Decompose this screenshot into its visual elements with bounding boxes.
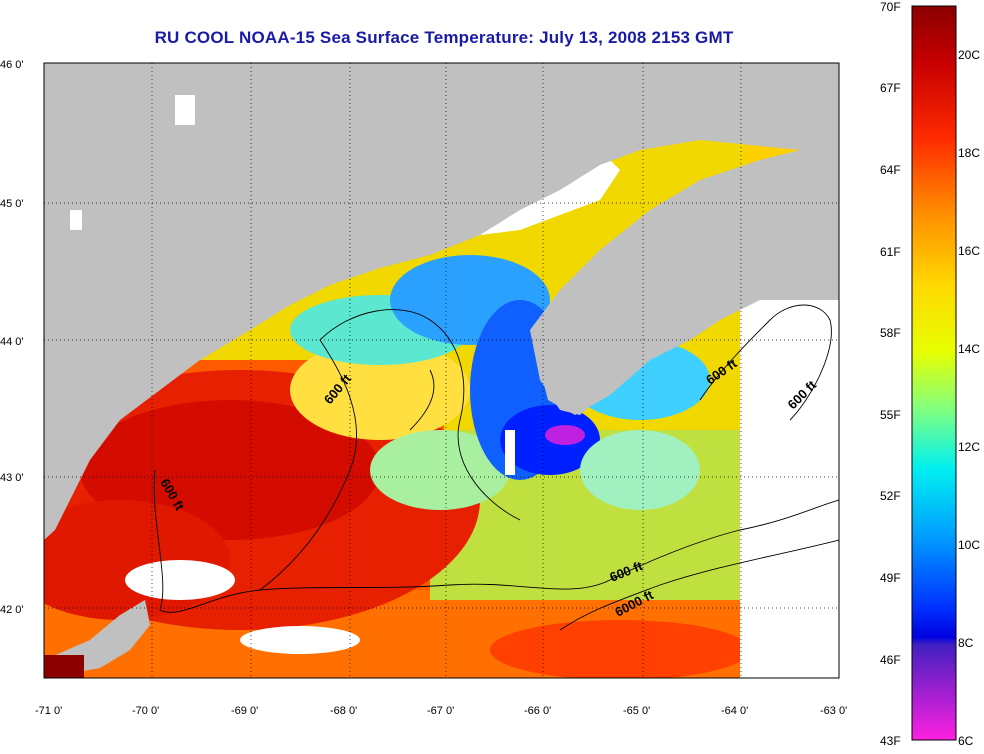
colorbar-c-label: 12C	[958, 440, 980, 454]
colorbar-f-label: 61F	[880, 245, 901, 259]
colorbar-f-label: 52F	[880, 489, 901, 503]
colorbar-f-label: 43F	[880, 734, 901, 748]
colorbar-f-label: 55F	[880, 408, 901, 422]
x-tick-label: -68 0'	[330, 705, 357, 717]
land-mass	[44, 63, 839, 540]
colorbar-c-label: 18C	[958, 146, 980, 160]
colorbar-f-label: 64F	[880, 163, 901, 177]
colorbar-c-label: 8C	[958, 636, 974, 650]
y-tick-label: 43 0'	[0, 472, 24, 484]
x-tick-label: -64 0'	[721, 705, 748, 717]
y-tick-label: 42 0'	[0, 604, 24, 616]
y-axis: 46 0' 45 0' 44 0' 43 0' 42 0'	[0, 59, 24, 616]
colorbar: 70F 67F 64F 61F 58F 55F 52F 49F 46F 43F …	[880, 0, 980, 748]
sst-field	[44, 63, 839, 678]
x-tick-label: -63 0'	[820, 705, 847, 717]
colorbar-c-label: 6C	[958, 734, 974, 748]
colorbar-f-label: 67F	[880, 81, 901, 95]
y-tick-label: 46 0'	[0, 59, 24, 71]
x-tick-label: -71 0'	[35, 705, 62, 717]
colorbar-f-label: 49F	[880, 571, 901, 585]
colorbar-c-label: 14C	[958, 342, 980, 356]
colorbar-f-label: 58F	[880, 326, 901, 340]
colorbar-c-label: 20C	[958, 48, 980, 62]
x-axis: -71 0' -70 0' -69 0' -68 0' -67 0' -66 0…	[35, 705, 847, 717]
y-tick-label: 44 0'	[0, 336, 24, 348]
x-tick-label: -70 0'	[132, 705, 159, 717]
x-tick-label: -67 0'	[427, 705, 454, 717]
map-title: RU COOL NOAA-15 Sea Surface Temperature:…	[154, 28, 734, 47]
colorbar-c-label: 16C	[958, 244, 980, 258]
x-tick-label: -65 0'	[623, 705, 650, 717]
colorbar-f-label: 70F	[880, 0, 901, 14]
grid	[44, 63, 839, 678]
colorbar-c-label: 10C	[958, 538, 980, 552]
x-tick-label: -66 0'	[524, 705, 551, 717]
y-tick-label: 45 0'	[0, 198, 24, 210]
colorbar-gradient	[911, 5, 957, 741]
x-tick-label: -69 0'	[231, 705, 258, 717]
bathymetry-contours	[153, 304, 839, 631]
colorbar-f-label: 46F	[880, 653, 901, 667]
